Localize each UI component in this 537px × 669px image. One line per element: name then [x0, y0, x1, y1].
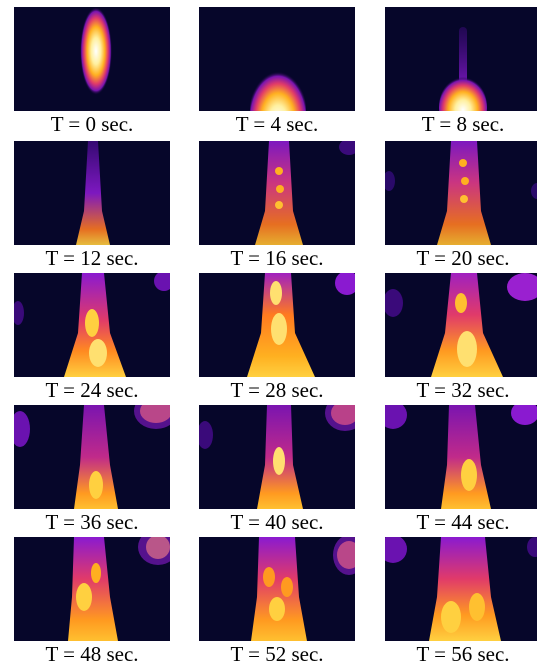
panel-cell: T = 52 sec.: [199, 537, 355, 667]
panel-cell: T = 16 sec.: [199, 141, 355, 271]
panel-cell: T = 48 sec.: [14, 537, 170, 667]
panel-cell: T = 44 sec.: [385, 405, 537, 535]
panel-cell: T = 32 sec.: [385, 273, 537, 403]
heatmap-image: [199, 7, 355, 111]
heatmap-image: [385, 405, 537, 509]
panel-cell: T = 40 sec.: [199, 405, 355, 535]
panel-cell: T = 4 sec.: [199, 7, 355, 137]
panel-cell: T = 28 sec.: [199, 273, 355, 403]
time-caption: T = 44 sec.: [416, 510, 510, 534]
heatmap-image: [199, 141, 355, 245]
heatmap-image: [14, 273, 170, 377]
heatmap-image: [14, 537, 170, 641]
time-caption: T = 32 sec.: [416, 378, 510, 402]
panel-cell: T = 0 sec.: [14, 7, 170, 137]
heatmap-image: [385, 273, 537, 377]
heatmap-image: [14, 7, 170, 111]
time-caption: T = 4 sec.: [235, 112, 319, 136]
time-caption: T = 20 sec.: [416, 246, 510, 270]
heatmap-image: [385, 141, 537, 245]
panel-cell: T = 20 sec.: [385, 141, 537, 271]
heatmap-image: [199, 405, 355, 509]
time-caption: T = 48 sec.: [45, 642, 139, 666]
panel-cell: T = 36 sec.: [14, 405, 170, 535]
panel-cell: T = 12 sec.: [14, 141, 170, 271]
time-caption: T = 24 sec.: [45, 378, 139, 402]
time-caption: T = 28 sec.: [230, 378, 324, 402]
panel-cell: T = 24 sec.: [14, 273, 170, 403]
heatmap-image: [14, 405, 170, 509]
heatmap-image: [385, 537, 537, 641]
time-caption: T = 52 sec.: [230, 642, 324, 666]
heatmap-image: [14, 141, 170, 245]
time-caption: T = 56 sec.: [416, 642, 510, 666]
panel-cell: T = 56 sec.: [385, 537, 537, 667]
time-caption: T = 36 sec.: [45, 510, 139, 534]
heatmap-image: [385, 7, 537, 111]
time-caption: T = 16 sec.: [230, 246, 324, 270]
time-caption: T = 40 sec.: [230, 510, 324, 534]
heatmap-image: [199, 537, 355, 641]
time-caption: T = 0 sec.: [50, 112, 134, 136]
time-caption: T = 12 sec.: [45, 246, 139, 270]
panel-cell: T = 8 sec.: [385, 7, 537, 137]
heatmap-image: [199, 273, 355, 377]
time-caption: T = 8 sec.: [421, 112, 505, 136]
